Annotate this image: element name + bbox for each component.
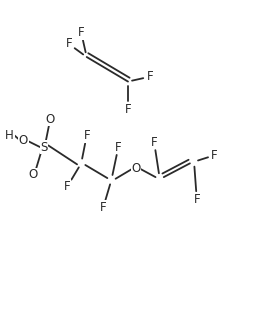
Text: O: O bbox=[131, 162, 141, 175]
Text: F: F bbox=[147, 70, 153, 83]
Text: O: O bbox=[28, 168, 38, 181]
Text: F: F bbox=[78, 26, 85, 39]
Text: S: S bbox=[40, 141, 48, 153]
Text: F: F bbox=[115, 141, 122, 153]
Text: O: O bbox=[46, 113, 55, 126]
Text: F: F bbox=[211, 149, 218, 162]
Text: F: F bbox=[100, 201, 106, 214]
Text: F: F bbox=[125, 103, 131, 116]
Text: F: F bbox=[64, 180, 71, 193]
Text: F: F bbox=[66, 37, 72, 50]
Text: F: F bbox=[193, 193, 200, 206]
Text: O: O bbox=[19, 134, 28, 147]
Text: F: F bbox=[151, 136, 157, 148]
Text: H: H bbox=[5, 129, 14, 142]
Text: F: F bbox=[83, 129, 90, 142]
